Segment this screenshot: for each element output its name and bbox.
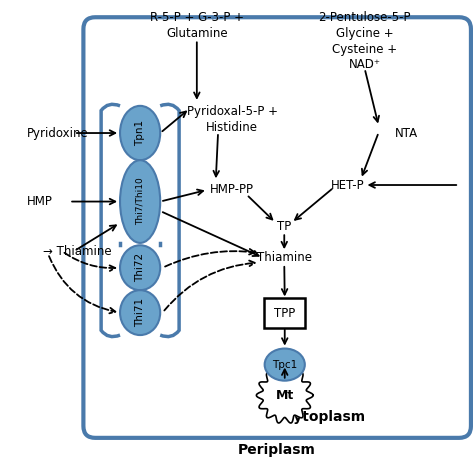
- Text: Glycine +: Glycine +: [336, 27, 393, 40]
- Ellipse shape: [120, 290, 160, 335]
- Text: HET-P: HET-P: [331, 179, 365, 191]
- Ellipse shape: [120, 160, 160, 243]
- Text: Tpn1: Tpn1: [135, 120, 145, 146]
- Text: Tpc1: Tpc1: [272, 360, 297, 370]
- Ellipse shape: [264, 348, 305, 381]
- Ellipse shape: [120, 106, 160, 160]
- Text: TP: TP: [277, 220, 292, 233]
- Text: Pyridoxal-5-P +: Pyridoxal-5-P +: [187, 105, 278, 118]
- Text: → Thiamine: → Thiamine: [43, 245, 112, 258]
- Text: 2-Pentulose-5-P: 2-Pentulose-5-P: [319, 11, 411, 24]
- Text: NAD⁺: NAD⁺: [348, 58, 381, 72]
- Text: HMP: HMP: [27, 195, 53, 208]
- Text: HMP-PP: HMP-PP: [210, 183, 254, 196]
- Text: Thi71: Thi71: [135, 298, 145, 327]
- Text: Periplasm: Periplasm: [238, 443, 316, 456]
- Text: Thiamine: Thiamine: [257, 251, 312, 264]
- Text: Mt: Mt: [275, 389, 294, 402]
- Text: Thi72: Thi72: [135, 253, 145, 283]
- Text: NTA: NTA: [395, 128, 419, 140]
- Text: TPP: TPP: [274, 307, 295, 319]
- Ellipse shape: [120, 245, 160, 290]
- Text: Pyridoxine: Pyridoxine: [27, 127, 89, 139]
- Text: Cysteine +: Cysteine +: [332, 43, 397, 56]
- Text: R-5-P + G-3-P +: R-5-P + G-3-P +: [150, 11, 244, 24]
- Text: Histidine: Histidine: [206, 121, 258, 134]
- Polygon shape: [256, 368, 313, 423]
- Text: Cytoplasm: Cytoplasm: [283, 410, 365, 424]
- FancyBboxPatch shape: [264, 299, 305, 328]
- Text: Thi7/Thi10: Thi7/Thi10: [136, 178, 145, 226]
- Text: Glutamine: Glutamine: [166, 27, 228, 40]
